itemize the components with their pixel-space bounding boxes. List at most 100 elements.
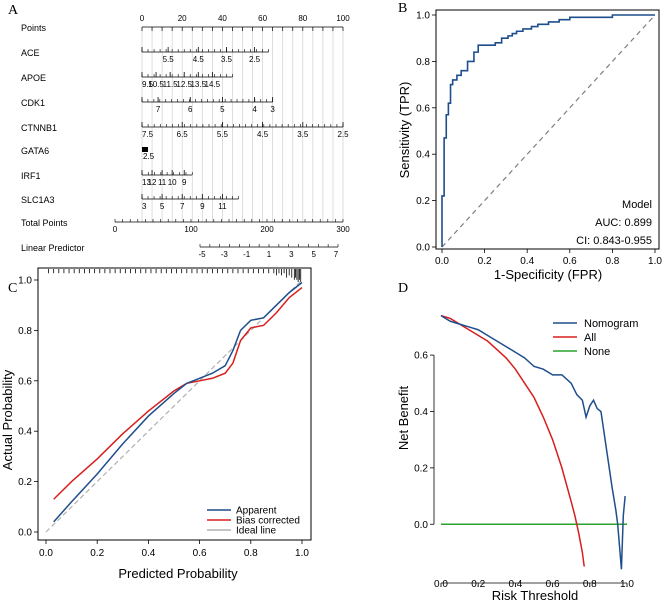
calibration-x-tick-label: 0.4 xyxy=(141,548,155,559)
variable-tick-label: 11 xyxy=(158,178,167,187)
gata6-tick-label: 2.5 xyxy=(143,152,155,161)
variable-tick-label: 7 xyxy=(180,202,185,211)
nomogram-row-label: APOE xyxy=(21,73,46,83)
linear-predictor-tick-label: -5 xyxy=(198,250,206,259)
roc-x-tick-label: 0.8 xyxy=(605,256,619,267)
roc-x-tick-label: 0.2 xyxy=(478,256,492,267)
nomogram-row-label: SLC1A3 xyxy=(21,195,55,205)
calibration-y-tick-label: 0.6 xyxy=(18,376,32,387)
roc-legend-title: Model xyxy=(622,199,652,211)
roc-y-axis-label: Sensitivity (TPR) xyxy=(397,82,412,179)
panel-d-letter: D xyxy=(398,281,408,296)
roc-x-tick-label: 0.6 xyxy=(563,256,577,267)
roc-y-tick-label: 0.8 xyxy=(416,57,430,68)
nomogram-row-label: IRF1 xyxy=(21,171,41,181)
nomogram-row-gata6: GATA6 2.5 xyxy=(21,146,155,161)
total-points-tick-label: 100 xyxy=(184,225,198,234)
linear-predictor-tick-label: 3 xyxy=(289,250,294,259)
nomogram-row-total-points: Total Points 0 100 200 300 xyxy=(21,218,350,234)
dca-axis-ticks: 0.0 0.2 0.4 0.6 0.8 1.0 0.0 0.2 0.4 0.6 xyxy=(414,351,634,590)
variable-tick-label: 5.5 xyxy=(217,130,229,139)
roc-y-tick-label: 1.0 xyxy=(416,11,430,22)
roc-y-tick-label: 0.4 xyxy=(416,150,430,161)
points-axis-tick-label: 80 xyxy=(298,14,307,23)
calibration-line-ideal-line xyxy=(45,279,303,533)
calibration-line-apparent xyxy=(53,281,303,523)
calibration-x-tick-label: 1.0 xyxy=(295,548,309,559)
calibration-lines xyxy=(45,279,303,533)
dca-legend: Nomogram All None xyxy=(553,318,638,358)
calibration-plot-frame xyxy=(37,267,312,541)
calibration-x-tick-label: 0.8 xyxy=(244,548,258,559)
variable-tick-label: 10 xyxy=(168,178,177,187)
linear-predictor-tick-label: -1 xyxy=(243,250,251,259)
total-points-tick-label: 300 xyxy=(336,225,350,234)
dca-y-tick-label: 0.6 xyxy=(414,351,428,362)
calibration-x-tick-label: 0.0 xyxy=(39,548,53,559)
dca-y-tick-label: 0.4 xyxy=(414,407,428,418)
variable-tick-label: 5 xyxy=(160,202,165,211)
points-axis-tick-label: 0 xyxy=(140,14,145,23)
dca-x-tick-label: 0.4 xyxy=(508,579,522,590)
calibration-x-tick-label: 0.6 xyxy=(193,548,207,559)
panel-b-roc: B 0.0 0.2 0.4 0.6 0.8 1.0 0.0 0.2 0.4 0.6 0.8 1.0 M… xyxy=(397,1,662,282)
total-points-tick-label: 0 xyxy=(113,225,118,234)
calibration-y-tick-label: 0.8 xyxy=(18,326,32,337)
roc-plot-frame xyxy=(435,9,660,250)
dca-x-tick-label: 0.8 xyxy=(583,579,597,590)
variable-tick-label: 13.5 xyxy=(190,80,206,89)
dca-legend-label: All xyxy=(584,332,596,344)
roc-x-tick-label: 1.0 xyxy=(648,256,662,267)
nomogram-row-slc1a3: SLC1A3 3 5 7 9 11 xyxy=(21,194,239,211)
dca-lines xyxy=(440,314,627,570)
nomogram-row-linear-predictor: Linear Predictor -5 -3 -1 1 3 5 7 xyxy=(21,243,339,259)
nomogram-row-apoe: APOE 9.510.511.512.513.514.5 xyxy=(21,72,233,89)
roc-y-tick-label: 0.2 xyxy=(416,196,430,207)
total-points-tick-label: 200 xyxy=(260,225,274,234)
nomogram-row-label: GATA6 xyxy=(21,146,49,156)
calibration-legend-label: Apparent xyxy=(236,506,277,517)
variable-tick-label: 7.5 xyxy=(142,130,154,139)
calibration-legend-label: Bias corrected xyxy=(236,516,300,527)
nomogram-row-ctnnb1: CTNNB1 7.5 6.5 5.5 4.5 3.5 2.5 xyxy=(21,122,349,139)
variable-tick-label: 5 xyxy=(220,105,225,114)
variable-tick-label: 4.5 xyxy=(257,130,269,139)
calibration-x-axis-label: Predicted Probability xyxy=(118,566,238,581)
calibration-y-tick-label: 1.0 xyxy=(18,276,32,287)
panel-a-letter: A xyxy=(8,3,19,18)
dca-y-tick-label: 0.2 xyxy=(414,463,428,474)
linear-predictor-tick-label: 7 xyxy=(334,250,339,259)
variable-tick-label: 12.5 xyxy=(176,80,192,89)
roc-y-tick-label: 0.6 xyxy=(416,103,430,114)
variable-tick-label: 9.5 xyxy=(142,80,154,89)
variable-tick-label: 3.5 xyxy=(221,55,233,64)
variable-tick-label: 11 xyxy=(218,202,227,211)
variable-tick-label: 13 xyxy=(142,178,151,187)
dca-x-axis-label: Risk Threshold xyxy=(492,588,578,603)
points-axis-tick-label: 20 xyxy=(178,14,187,23)
dca-x-tick-label: 0.6 xyxy=(546,579,560,590)
variable-tick-label: 9 xyxy=(182,178,187,187)
nomogram-row-label: ACE xyxy=(21,48,40,58)
dca-y-tick-label: 0.0 xyxy=(414,520,428,531)
nomogram-row-label: Total Points xyxy=(21,218,68,228)
variable-tick-label: 11.5 xyxy=(163,80,179,89)
roc-x-tick-label: 0.0 xyxy=(435,256,449,267)
variable-tick-label: 5.5 xyxy=(163,55,175,64)
roc-y-tick-label: 0.0 xyxy=(416,243,430,254)
nomogram-row-ace: ACE 5.5 4.5 3.5 2.5 xyxy=(21,47,269,64)
nomogram-row-points: Points 0 20 40 60 80 100 xyxy=(21,14,350,33)
dca-line-all xyxy=(440,314,585,567)
roc-x-tick-label: 0.4 xyxy=(520,256,534,267)
calibration-x-tick-label: 0.2 xyxy=(90,548,104,559)
variable-tick-label: 9 xyxy=(200,202,205,211)
calibration-rug xyxy=(48,269,302,282)
linear-predictor-tick-label: -3 xyxy=(221,250,229,259)
variable-tick-label: 3.5 xyxy=(297,130,309,139)
nomogram-row-label: CTNNB1 xyxy=(21,123,57,133)
variable-tick-label: 2.5 xyxy=(337,130,349,139)
